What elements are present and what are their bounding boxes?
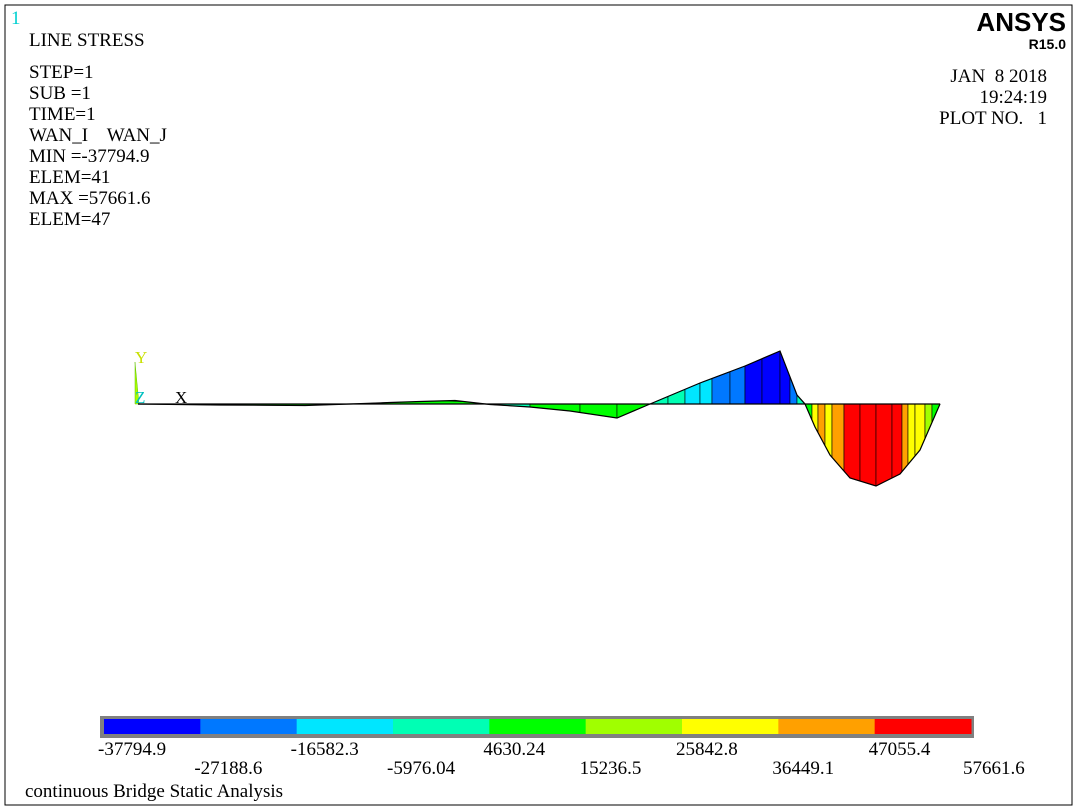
stress-segment-20	[824, 403, 833, 459]
stress-segment-22	[843, 403, 861, 482]
contour-legend: -37794.9 -27188.6 -16582.3 -5976.04 4630.24 1…	[98, 716, 1025, 779]
ansys-version: R15.0	[1029, 36, 1067, 52]
legend-swatch-4	[489, 719, 587, 734]
stress-segment-11	[729, 365, 746, 405]
legend-label-8: 47055.4	[869, 739, 931, 760]
info-line-min-elem: ELEM=41	[29, 167, 110, 188]
info-line-sub: SUB =1	[29, 83, 91, 104]
stress-segment-13	[761, 350, 781, 405]
stress-segment-10	[711, 371, 731, 405]
stress-segment-4	[579, 403, 618, 419]
triad-y-label: Y	[135, 348, 147, 367]
plot-title: LINE STRESS	[29, 30, 145, 51]
stress-segment-29	[924, 403, 933, 439]
triad-y-axis	[134, 361, 140, 405]
stress-segment-24	[875, 403, 893, 487]
legend-label-4: 4630.24	[483, 739, 545, 760]
stress-segment-26	[901, 403, 909, 473]
legend-label-0: -37794.9	[98, 739, 166, 760]
plot-time: 19:24:19	[979, 87, 1047, 108]
legend-swatch-3	[393, 719, 490, 734]
legend-swatch-8	[874, 719, 972, 734]
legend-label-3: -5976.04	[387, 758, 456, 779]
plot-number: PLOT NO. 1	[939, 108, 1047, 129]
stress-segment-28	[914, 403, 926, 457]
legend-label-7: 36449.1	[772, 758, 834, 779]
legend-swatch-6	[682, 719, 779, 734]
ansys-logo: ANSYS	[976, 7, 1066, 37]
legend-swatch-0	[104, 719, 201, 734]
stress-segment-21	[831, 403, 845, 472]
stress-segment-25	[891, 403, 903, 479]
legend-swatch-1	[200, 719, 298, 734]
stress-envelope	[137, 350, 941, 487]
legend-swatch-5	[585, 719, 683, 734]
triad-z-label: Z	[135, 388, 145, 407]
stress-segment-14	[779, 350, 791, 405]
info-line-step: STEP=1	[29, 62, 94, 83]
info-line-min: MIN =-37794.9	[29, 146, 150, 167]
stress-segment-27	[907, 403, 916, 466]
legend-swatch-7	[778, 719, 876, 734]
legend-label-6: 25842.8	[676, 739, 738, 760]
info-line-max: MAX =57661.6	[29, 188, 151, 209]
line-stress-diagram	[137, 350, 941, 487]
coordinate-triad: Y Z X	[134, 348, 187, 407]
legend-swatch-2	[296, 719, 394, 734]
viewport-frame	[4, 4, 1073, 806]
stress-segment-23	[859, 403, 877, 487]
window-number: 1	[11, 8, 21, 29]
stress-segment-18	[811, 403, 819, 433]
info-line-max-elem: ELEM=47	[29, 209, 110, 230]
legend-label-9: 57661.6	[963, 758, 1025, 779]
triad-x-label: X	[175, 388, 187, 407]
stress-segment-7	[667, 388, 686, 405]
legend-label-2: -16582.3	[291, 739, 359, 760]
legend-label-1: -27188.6	[194, 758, 262, 779]
legend-label-5: 15236.5	[580, 758, 642, 779]
plot-caption: continuous Bridge Static Analysis	[25, 781, 283, 802]
info-line-items: WAN_I WAN_J	[29, 125, 167, 146]
info-line-time: TIME=1	[29, 104, 96, 125]
plot-date: JAN 8 2018	[950, 66, 1047, 87]
